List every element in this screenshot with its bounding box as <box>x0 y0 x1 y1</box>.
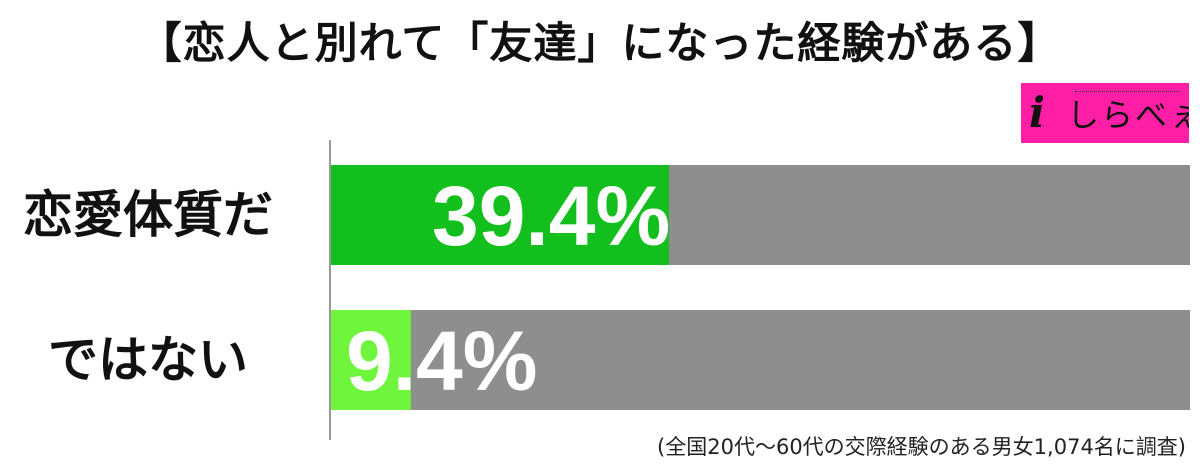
bar-track <box>330 310 1190 410</box>
bar-value <box>330 165 669 265</box>
category-label: ではない <box>48 331 248 389</box>
value-label: 39.4% <box>432 169 670 263</box>
chart-title: 【恋人と別れて「友達」になった経験がある】 <box>138 19 1062 69</box>
category-label: 恋愛体質だ <box>23 186 273 244</box>
logo-tagline-decoration <box>1075 91 1179 94</box>
survey-footnote: (全国20代〜60代の交際経験のある男女1,074名に調査) <box>657 435 1186 459</box>
logo-i-mark: i <box>1029 88 1045 137</box>
bar-value <box>330 310 411 410</box>
value-label: 9.4% <box>346 314 537 408</box>
logo-text: しらべぇ <box>1067 96 1189 134</box>
sirabee-logo: i しらべぇ <box>1021 83 1189 143</box>
